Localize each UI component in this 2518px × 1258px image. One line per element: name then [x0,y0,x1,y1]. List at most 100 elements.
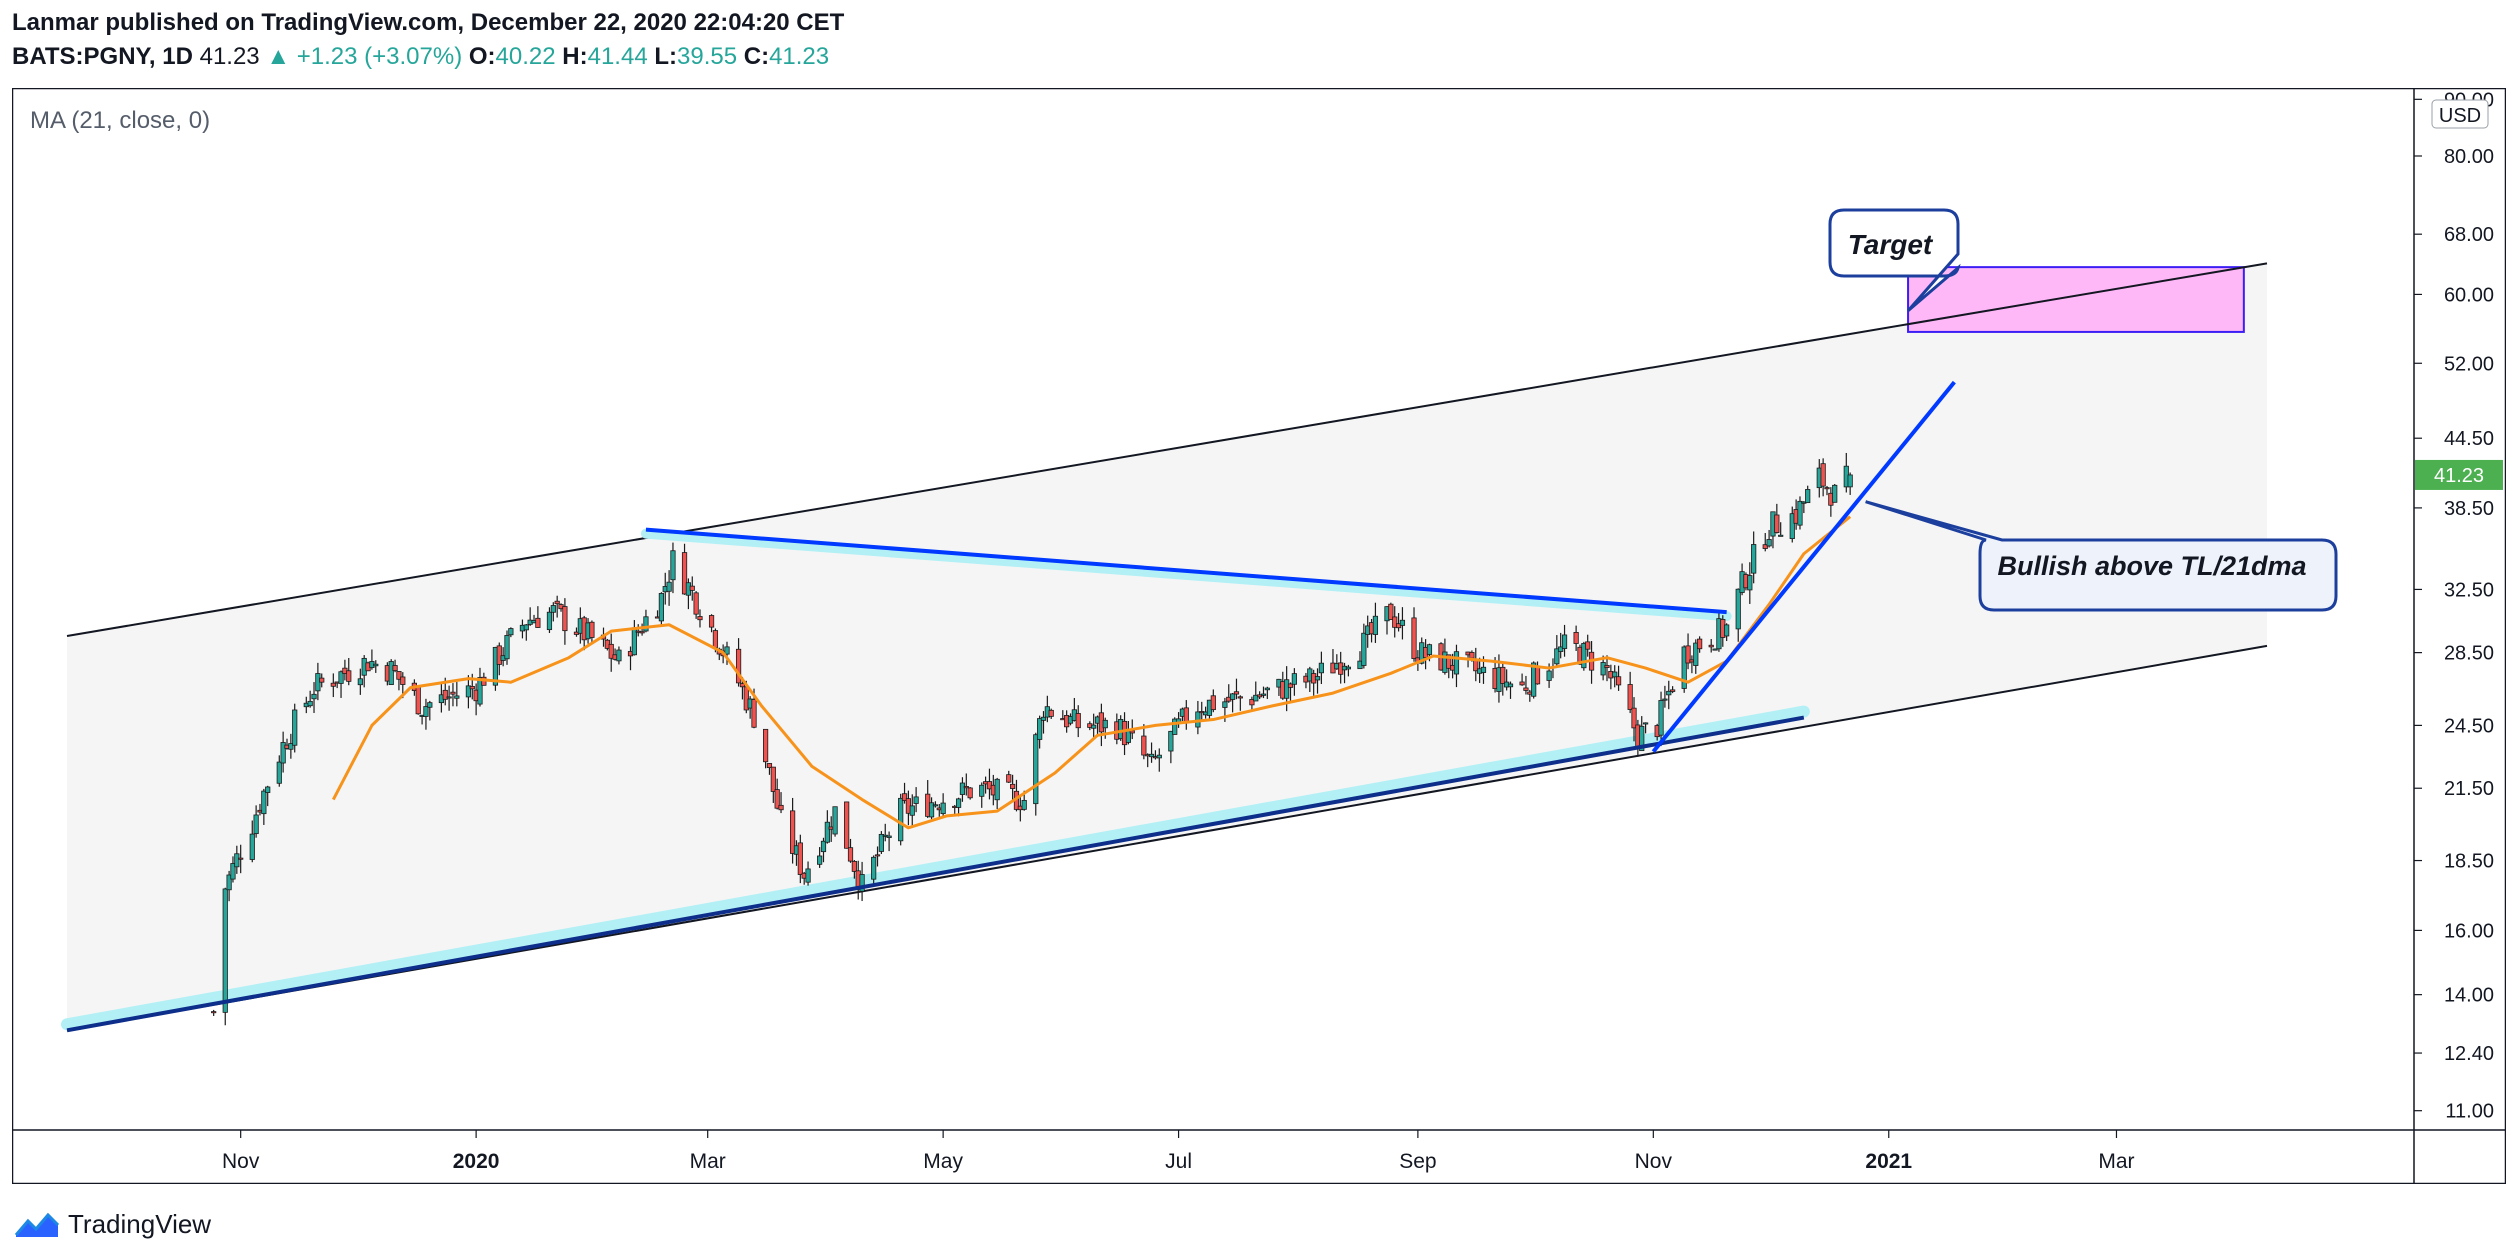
candle-down [1388,603,1394,620]
price-axis[interactable]: 11.00 12.40 14.00 16.00 18.50 21.50 24.50 28.50… [2414,89,2494,1123]
candle-up [388,661,394,686]
price-tick-label: 14.00 [2444,985,2494,1007]
candle-up [1399,619,1406,626]
candle-down [1534,665,1541,685]
candle-up [1797,500,1803,526]
candle-down [751,699,757,728]
candle-down [1573,632,1579,644]
candle-up [465,685,472,698]
price-tick-label: 68.00 [2444,224,2494,246]
candle-down [778,804,784,811]
price-tick-label: 12.40 [2444,1043,2494,1065]
candle-up [427,702,433,708]
candle-down [681,552,688,595]
candle-down [766,763,773,769]
candle-down [1774,514,1780,534]
candle-up [1546,670,1552,681]
time-tick-label: 2021 [1865,1150,1912,1173]
time-axis[interactable]: Nov 2020 Mar May Jul Sep Nov 2021 Mar [222,1130,2135,1173]
target-zone [1907,266,2245,333]
candle-up [940,802,946,815]
candle-down [770,766,776,792]
chart-frame[interactable]: 11.00 12.40 14.00 16.00 18.50 21.50 24.50 28.50… [11,87,2507,1185]
candle-down [535,617,541,628]
candle-down [1631,707,1637,729]
candle-down [1048,709,1054,717]
candle-up [643,616,649,632]
price-tick-label: 24.50 [2444,715,2494,737]
candle-up [724,646,730,655]
resistance-line-glow [640,528,1732,622]
candle-up [959,782,966,795]
candle-up [454,695,460,699]
price-tick-label: 16.00 [2444,920,2494,942]
candle-up [1600,662,1606,676]
candle-down [1411,617,1417,659]
candle-up [1284,679,1290,699]
candle-down [1010,783,1016,789]
target-callout[interactable]: Target [1828,208,1961,312]
candle-up [1021,799,1027,810]
candle-up [1260,693,1267,696]
symbol-line: BATS:PGNY, 1D 41.23 ▲ +1.23 (+3.07%) O:4… [12,40,844,74]
candle-down [319,677,325,683]
candle-up [1724,624,1730,637]
time-tick-label: Mar [2098,1150,2134,1173]
candle-up [1318,662,1324,674]
candle-up [1612,671,1618,678]
candle-up [1091,724,1097,729]
candle-up [666,581,672,592]
candle-down [1519,681,1525,686]
candle-down [693,592,699,615]
candle-up [477,677,483,705]
last-price-tag: 41.23 [2415,459,2503,490]
indicator-label[interactable]: MA (21, close, 0) [30,107,210,134]
candle-down [851,860,857,872]
candle-down [1627,684,1633,710]
candle-up [1168,730,1174,752]
candle-down [1500,666,1506,684]
candle-up [1658,700,1664,736]
price-tick-label: 38.50 [2444,498,2494,520]
high-label: H: [562,43,588,70]
price-chart[interactable]: 11.00 12.40 14.00 16.00 18.50 21.50 24.50 28.50… [11,87,2507,1185]
candle-down [1183,707,1189,724]
candle-down [330,682,336,687]
candle-up [979,784,985,797]
candle-up [1033,734,1039,805]
candle-down [1824,487,1830,490]
candle-up [1639,725,1645,752]
candle-up [1230,693,1236,700]
symbol-name[interactable]: BATS:PGNY, 1D [12,43,193,70]
candle-up [234,853,240,868]
target-callout-bubble [1828,208,1961,312]
tradingview-brand[interactable]: TradingView [68,1208,212,1239]
candle-up [994,778,1000,801]
low-label: L: [654,43,677,70]
candle-up [1507,683,1514,688]
candle-up [311,693,317,700]
candle-down [1708,644,1714,648]
candle-up [373,663,379,667]
candle-down [392,665,398,672]
candle-down [1210,695,1216,711]
bullish-callout-bubble [1865,500,2338,612]
currency-box[interactable] [2431,99,2489,129]
candle-up [423,706,429,717]
candle-down [697,616,703,621]
chart-border [11,87,2507,1185]
candle-up [1766,539,1772,547]
candle-down [396,671,402,680]
candle-down [450,691,456,695]
candle-down [1685,645,1691,664]
price-tick-label: 28.50 [2444,643,2494,665]
candle-up [280,742,286,764]
candle-up [504,635,510,660]
ma21-line [331,515,1852,830]
candle-down [415,686,421,715]
candle-down [1287,683,1294,688]
price-tick-label: 52.00 [2444,353,2494,375]
candle-up [1426,644,1433,655]
candle-down [1233,691,1240,695]
bullish-callout[interactable]: Bullish above TL/21dma [1865,500,2338,612]
